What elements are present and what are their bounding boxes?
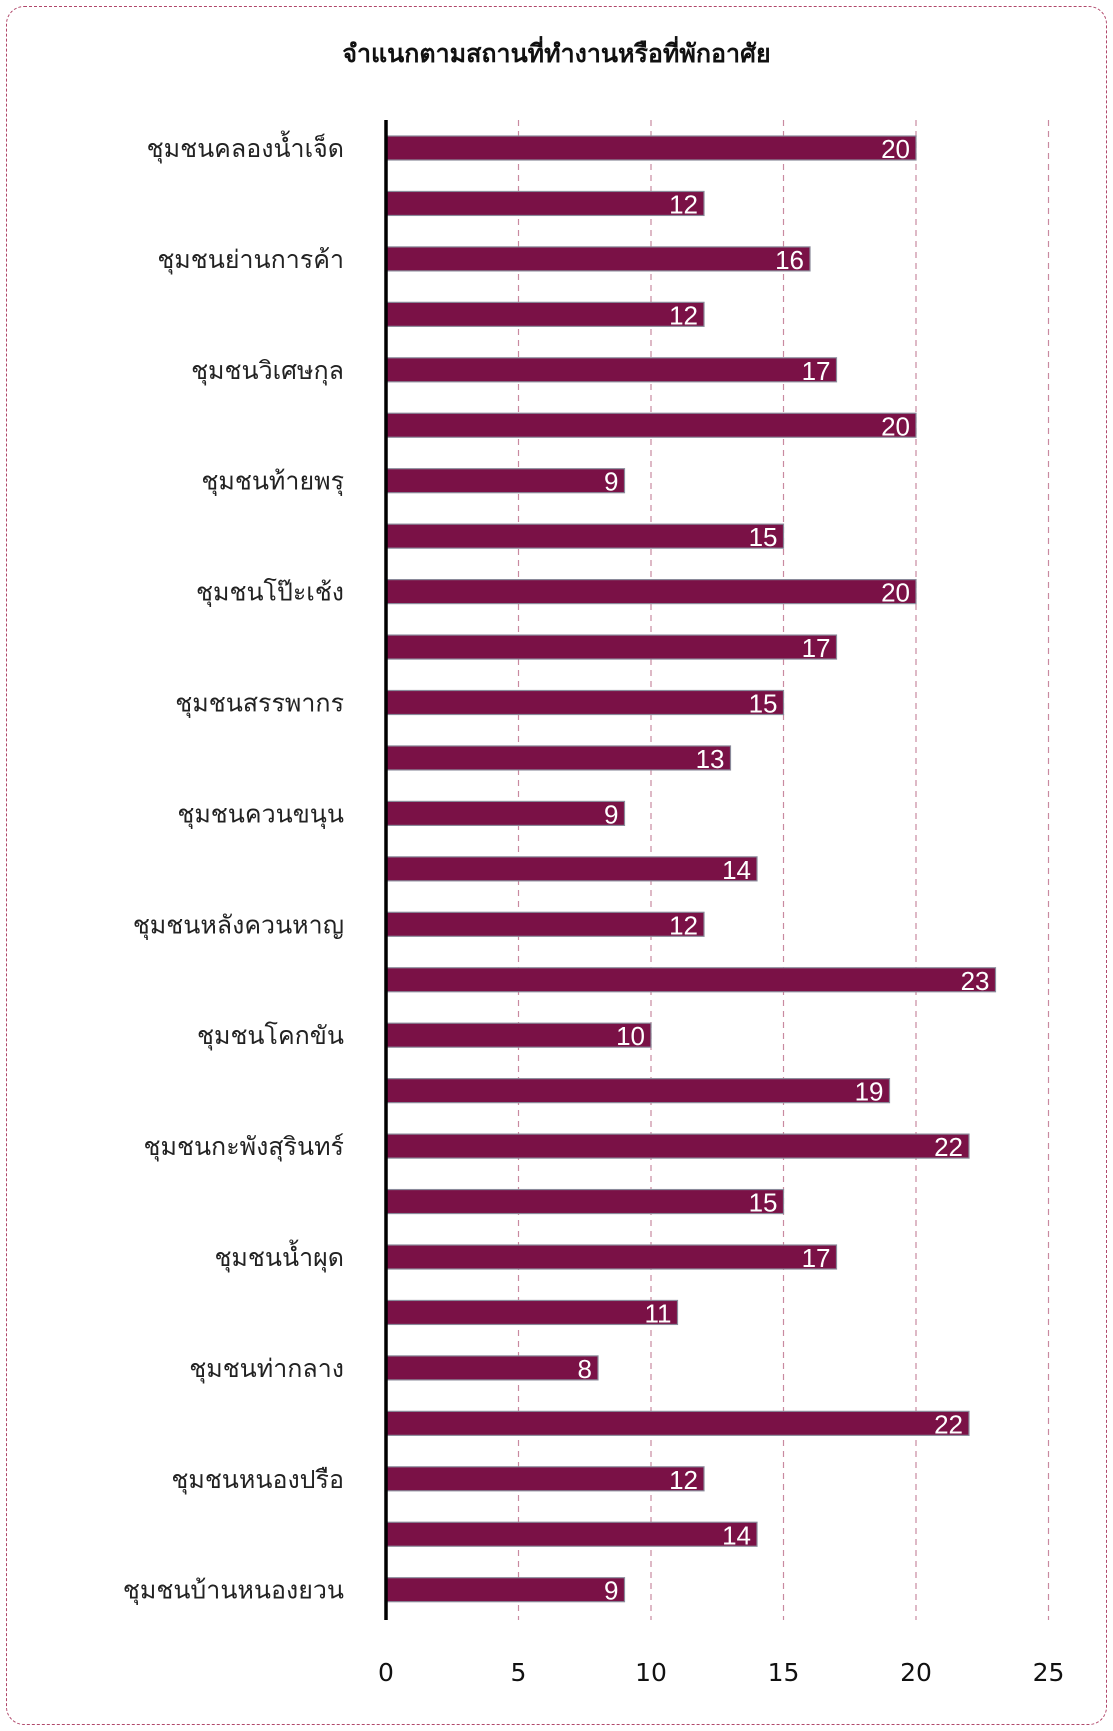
data-label: 12 [669,189,698,219]
bar [385,578,917,605]
data-label: 9 [604,1576,618,1606]
data-label: 12 [669,1465,698,1495]
data-label: 11 [645,1298,672,1328]
bar [385,911,705,937]
category-label: ชุมชนท้ายพรุ [201,467,344,497]
bar [385,634,838,660]
bar [385,523,785,549]
data-label: 17 [802,633,831,663]
bar [385,1244,838,1270]
bar [385,1078,891,1104]
data-label: 20 [881,578,910,608]
data-label: 16 [775,245,804,275]
x-tick-label: 25 [1033,1658,1065,1687]
bar [385,967,997,993]
data-label: 15 [749,689,778,719]
data-label: 22 [934,1409,963,1439]
chart-title: จำแนกตามสถานที่ทำงานหรือที่พักอาศัย [342,39,771,68]
x-tick-label: 15 [768,1658,800,1687]
bar [385,1355,599,1381]
data-label: 15 [749,522,778,552]
category-label: ชุมชนโคกขัน [197,1021,344,1051]
data-label: 9 [604,799,618,829]
data-label: 17 [802,1243,831,1273]
bar [385,246,811,272]
bar [385,856,758,882]
bar [385,1410,970,1436]
data-label: 15 [749,1188,778,1218]
category-label: ชุมชนสรรพากร [175,689,344,719]
data-label: 14 [722,855,751,885]
bar [385,301,705,327]
chart-frame [6,6,1107,1725]
data-label: 10 [616,1021,645,1051]
data-label: 20 [881,411,910,441]
category-label: ชุมชนหลังควนหาญ [133,910,344,940]
bar [385,190,705,217]
bar [385,412,917,438]
category-label: ชุมชนย่านการค้า [157,245,344,275]
data-label: 22 [934,1132,963,1162]
category-label: ชุมชนน้ำผุด [214,1239,344,1273]
data-label: 12 [669,910,698,940]
data-label: 17 [802,356,831,386]
category-label: ชุมชนกะพังสุรินทร์ [144,1132,344,1162]
category-label: ชุมชนควนขนุน [177,799,344,829]
bar [385,745,732,771]
category-label: ชุมชนโป๊ะเช้ง [196,578,344,608]
data-label: 23 [961,966,990,996]
data-label: 12 [669,300,698,330]
data-label: 20 [881,134,910,164]
data-label: 14 [722,1520,751,1550]
data-label: 8 [578,1354,592,1384]
bar [385,1133,970,1159]
category-label: ชุมชนวิเศษกุล [191,356,344,386]
bar [385,135,917,161]
data-label: 13 [696,744,725,774]
x-tick-label: 10 [635,1658,667,1687]
data-label: 19 [855,1077,884,1107]
bar [385,1299,679,1326]
bar [385,1521,758,1547]
category-label: ชุมชนหนองปรือ [171,1465,344,1495]
x-tick-label: 20 [900,1658,932,1687]
category-label: ชุมชนบ้านหนองยวน [123,1576,344,1606]
bar [385,800,626,827]
x-tick-label: 5 [511,1658,527,1687]
category-label: ชุมชนท่ากลาง [189,1354,344,1384]
bar [385,357,838,383]
x-tick-label: 0 [378,1658,394,1687]
bar [385,689,785,716]
data-label: 9 [604,467,618,497]
category-label: ชุมชนคลองน้ำเจ็ด [147,130,344,164]
bar [385,1022,652,1048]
bar [385,1188,785,1215]
bar [385,1466,705,1492]
bar [385,1577,626,1603]
bar [385,468,626,494]
